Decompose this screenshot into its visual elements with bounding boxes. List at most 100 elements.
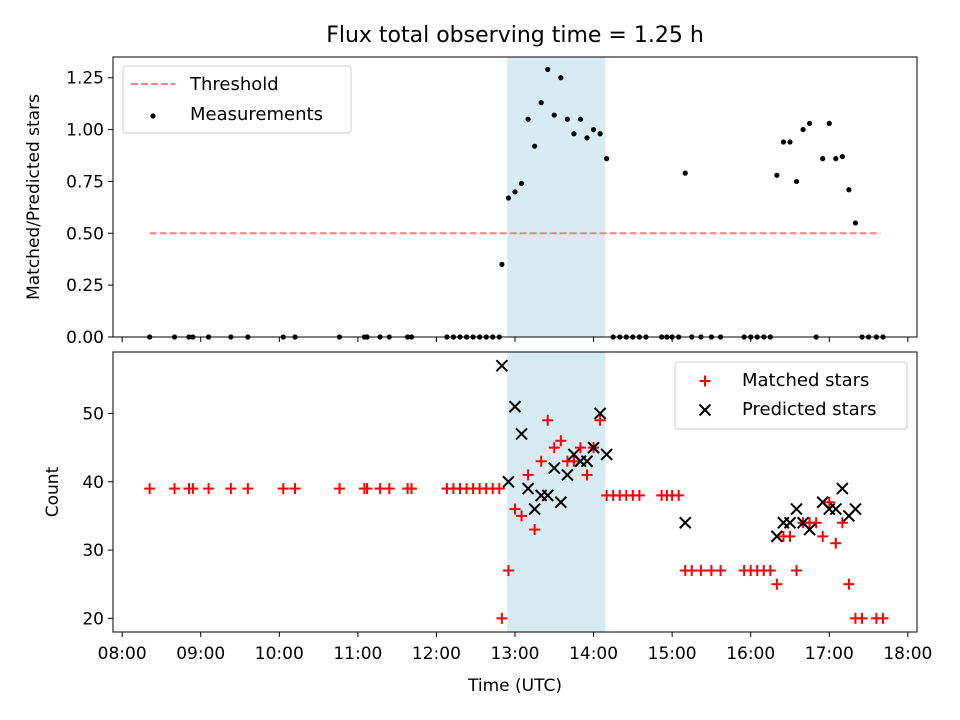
matched-star-point — [169, 483, 181, 495]
predicted-star-point — [502, 475, 515, 488]
bottom-y-tick-label: 50 — [82, 404, 104, 424]
measurement-point — [793, 178, 800, 185]
measurement-point — [597, 131, 603, 137]
predicted-star-point — [600, 448, 613, 461]
matched-star-point — [771, 578, 783, 590]
measurement-point — [525, 116, 531, 122]
marker-stroke — [698, 403, 712, 417]
measurement-point — [682, 170, 688, 176]
measurement-point — [499, 261, 505, 268]
x-tick-label: 16:00 — [726, 644, 775, 664]
x-tick-label: 14:00 — [569, 644, 618, 664]
predicted-star-point — [829, 502, 843, 516]
x-tick-label: 12:00 — [412, 644, 461, 664]
marker-stroke — [593, 407, 607, 420]
measurement-point — [577, 116, 584, 122]
top-y-tick-label: 0.00 — [66, 328, 104, 348]
predicted-star-point — [849, 502, 862, 516]
bottom-y-tick-label: 40 — [82, 473, 104, 493]
marker-stroke — [548, 461, 561, 475]
matched-star-point — [633, 489, 645, 501]
matched-star-point — [810, 517, 822, 529]
measurement-point — [545, 66, 551, 73]
matched-star-point — [535, 455, 547, 467]
legend-measurement-swatch — [150, 113, 156, 119]
bottom-legend: Matched stars Predicted stars — [674, 361, 908, 430]
top-x-ticks — [121, 337, 909, 342]
legend-predicted-label: Predicted stars — [742, 399, 876, 420]
legend-matched-swatch — [699, 375, 711, 387]
marker-stroke — [836, 482, 849, 495]
measurement-point — [505, 195, 512, 201]
matched-star-point — [695, 565, 707, 577]
measurement-point — [551, 112, 557, 118]
top-y-tick-label: 1.25 — [66, 69, 104, 89]
x-tick-label: 13:00 — [491, 644, 540, 664]
measurement-point — [512, 189, 518, 195]
marker-stroke — [849, 502, 862, 516]
marker-stroke — [600, 448, 613, 461]
top-y-tick-label: 0.50 — [66, 224, 104, 244]
measurement-point — [852, 220, 859, 226]
predicted-star-point — [554, 496, 568, 509]
matched-star-point — [843, 578, 855, 590]
matched-star-point — [581, 469, 593, 481]
measurement-point — [774, 172, 780, 178]
top-legend: Threshold Measurements — [122, 65, 352, 134]
x-tick-label: 09:00 — [176, 644, 225, 664]
marker-stroke — [770, 530, 784, 543]
matched-star-point — [406, 483, 418, 495]
matched-star-point — [361, 483, 373, 495]
matched-star-point — [764, 565, 776, 577]
marker-stroke — [829, 502, 843, 516]
legend-measurement-label: Measurements — [190, 104, 323, 125]
matched-star-point — [594, 414, 606, 426]
predicted-star-point — [587, 441, 600, 454]
matched-star-point — [187, 483, 199, 495]
measurement-point — [833, 156, 839, 162]
marker-stroke — [796, 516, 810, 529]
bottom-y-tick-label: 20 — [82, 609, 104, 629]
top-y-ticks: 0.00 0.25 0.50 0.75 1.00 1.25 — [66, 69, 113, 348]
marker-stroke — [567, 448, 581, 461]
measurement-point — [538, 100, 544, 106]
legend-matched-marker — [699, 375, 711, 387]
measurement-point — [787, 139, 793, 145]
predicted-star-point — [561, 468, 574, 482]
matched-star-point — [334, 483, 346, 495]
legend-matched-label: Matched stars — [742, 370, 869, 391]
bottom-y-ticks: 20 30 40 50 — [82, 404, 113, 629]
marker-stroke — [561, 468, 574, 482]
marker-stroke — [515, 427, 528, 441]
measurement-point — [518, 180, 525, 187]
matched-star-point — [555, 435, 567, 447]
top-y-tick-label: 0.75 — [66, 172, 104, 192]
x-tick-label: 17:00 — [805, 644, 854, 664]
x-tick-label: 08:00 — [98, 644, 147, 664]
top-y-tick-label: 1.00 — [66, 121, 104, 141]
matched-star-point — [817, 530, 829, 542]
measurement-point — [571, 131, 577, 137]
matched-star-point — [877, 612, 889, 624]
count-panel: 20 30 40 50 08:00 09:00 10:00 11:00 12:00 13:00 1… — [43, 351, 932, 696]
predicted-star-point — [679, 516, 692, 529]
matched-star-point — [144, 483, 156, 495]
matched-star-point — [203, 483, 215, 495]
matched-star-point — [542, 414, 554, 426]
marker-stroke — [816, 496, 829, 509]
bottom-y-axis-label: Count — [43, 466, 63, 517]
predicted-star-point — [508, 400, 522, 413]
marker-stroke — [803, 523, 816, 536]
measurement-point — [826, 120, 832, 126]
matched-star-point — [548, 442, 560, 454]
matched-star-point — [574, 442, 586, 454]
predicted-star-point — [495, 359, 509, 372]
predicted-star-point — [515, 427, 528, 441]
matched-star-point — [836, 517, 848, 529]
x-tick-label: 11:00 — [333, 644, 382, 664]
top-y-tick-label: 0.25 — [66, 276, 104, 296]
top-highlight-span — [507, 57, 606, 337]
marker-stroke — [580, 455, 594, 468]
matched-star-point — [289, 483, 301, 495]
